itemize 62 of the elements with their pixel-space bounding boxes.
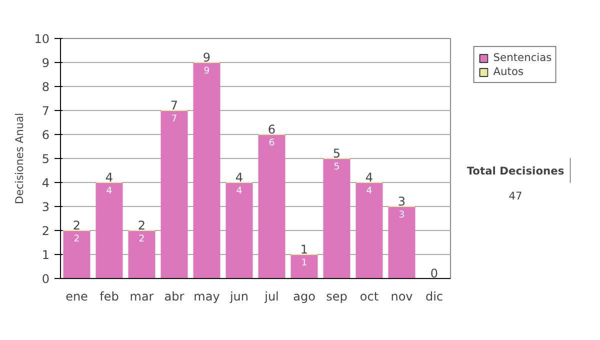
bar	[63, 230, 90, 278]
data-label: 7	[171, 114, 178, 124]
x-tick-label: dic	[425, 290, 444, 304]
total-label: 9	[202, 50, 211, 64]
data-label: 5	[334, 162, 340, 172]
y-tick-label: 4	[42, 176, 50, 190]
y-tick-label: 2	[42, 224, 50, 238]
data-label: 3	[398, 210, 405, 220]
x-tick-label: abr	[164, 290, 184, 304]
total-label: 3	[398, 194, 406, 208]
x-tick-label: nov	[390, 290, 413, 304]
x-tick-label: jun	[228, 290, 249, 304]
y-tick-label: 0	[42, 272, 50, 286]
bar	[323, 158, 350, 278]
x-tick-label: ago	[293, 290, 316, 304]
legend-label: Sentencias	[493, 51, 552, 64]
total-label: 4	[235, 170, 244, 184]
bar	[356, 182, 383, 278]
y-tick-label: 6	[42, 128, 50, 142]
total-label: 6	[268, 122, 276, 136]
y-tick-label: 10	[34, 32, 50, 46]
bar	[128, 230, 156, 278]
bar	[160, 110, 188, 278]
total-label: 1	[300, 242, 308, 256]
y-tick-label: 8	[42, 80, 50, 94]
total-label: 4	[365, 170, 374, 184]
y-tick-label: 5	[42, 152, 50, 166]
total-label: 5	[332, 146, 341, 160]
text: Total Decisiones	[466, 164, 564, 178]
total-label: 2	[72, 218, 81, 232]
y-tick-label: 7	[42, 104, 50, 118]
y-tick-label: 1	[42, 248, 50, 262]
bar	[96, 182, 123, 278]
y-axis-title: Decisiones Anual	[13, 112, 26, 204]
data-label: 2	[138, 234, 145, 244]
legend-label: Autos	[493, 65, 524, 78]
data-label: 6	[268, 138, 275, 148]
bar	[226, 182, 253, 278]
x-tick-label: oct	[360, 290, 379, 304]
data-label: 4	[236, 186, 242, 196]
y-tick-label: 9	[42, 56, 50, 70]
total-label: 2	[138, 218, 146, 232]
data-label: 4	[106, 186, 112, 196]
x-tick-label: jul	[264, 290, 279, 304]
bar	[258, 134, 286, 278]
data-label: 9	[204, 66, 210, 76]
x-tick-label: mar	[130, 290, 154, 304]
x-tick-label: may	[194, 290, 220, 304]
data-label: 1	[301, 258, 308, 268]
data-label: 4	[366, 186, 372, 196]
bar	[193, 62, 220, 278]
text: 47	[508, 189, 522, 202]
bar	[290, 254, 318, 278]
total-label: 7	[170, 98, 178, 112]
data-label: 2	[74, 234, 80, 244]
x-tick-label: sep	[326, 290, 348, 304]
x-tick-label: ene	[66, 290, 88, 304]
y-tick-label: 3	[42, 200, 50, 214]
x-tick-label: feb	[100, 290, 119, 304]
bar	[388, 206, 416, 278]
total-label: 0	[430, 266, 438, 280]
total-label: 4	[105, 170, 114, 184]
